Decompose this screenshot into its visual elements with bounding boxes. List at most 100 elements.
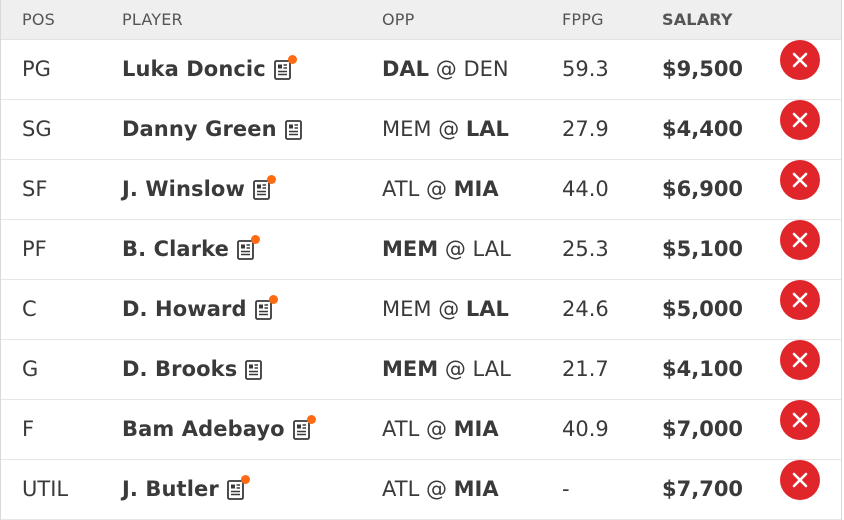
player-name-link[interactable]: B. Clarke <box>122 237 229 261</box>
table-body: PG Luka Doncic DAL @ DEN 59.3 $9,500 SG Danny … <box>1 39 841 520</box>
player-news-icon[interactable] <box>284 119 302 140</box>
home-team: MIA <box>453 477 499 501</box>
player-name-link[interactable]: Luka Doncic <box>122 57 266 81</box>
row-fppg: 59.3 <box>562 57 609 81</box>
away-team: MEM <box>382 117 432 141</box>
row-fppg: 27.9 <box>562 117 609 141</box>
row-player: Bam Adebayo <box>122 414 316 441</box>
row-salary: $6,900 <box>662 177 744 201</box>
remove-player-icon[interactable] <box>780 459 820 500</box>
remove-player-button[interactable] <box>780 99 820 140</box>
table-row[interactable]: UTIL J. Butler ATL @ MIA - $7,700 <box>1 459 841 520</box>
row-opponent: MEM @ LAL <box>382 359 511 380</box>
row-fppg: 25.3 <box>562 237 609 261</box>
col-header-salary[interactable]: SALARY <box>662 9 733 29</box>
remove-player-button[interactable] <box>780 339 820 380</box>
home-team: LAL <box>465 297 509 321</box>
row-player: Danny Green <box>122 119 302 140</box>
col-header-player[interactable]: PLAYER <box>122 9 183 29</box>
row-opponent: MEM @ LAL <box>382 239 511 260</box>
remove-player-icon[interactable] <box>780 39 820 80</box>
news-alert-dot-icon <box>240 474 250 484</box>
row-salary: $7,000 <box>662 417 744 441</box>
remove-player-button[interactable] <box>780 399 820 440</box>
home-team: MIA <box>453 177 499 201</box>
home-team: LAL <box>472 357 511 381</box>
player-name-link[interactable]: D. Brooks <box>122 357 238 381</box>
away-team: MEM <box>382 297 432 321</box>
row-player: Luka Doncic <box>122 54 297 81</box>
table-row[interactable]: PG Luka Doncic DAL @ DEN 59.3 $9,500 <box>1 39 841 100</box>
home-team: MIA <box>453 417 499 441</box>
row-pos: F <box>22 417 35 441</box>
remove-player-icon[interactable] <box>780 339 820 380</box>
at-symbol: @ <box>425 177 447 201</box>
away-team: MEM <box>382 237 439 261</box>
table-row[interactable]: G D. Brooks MEM @ LAL 21.7 $4,100 <box>1 339 841 400</box>
player-name-link[interactable]: J. Butler <box>122 477 219 501</box>
table-row[interactable]: SF J. Winslow ATL @ MIA 44.0 $6,900 <box>1 159 841 220</box>
row-opponent: MEM @ LAL <box>382 299 509 320</box>
remove-player-icon[interactable] <box>780 399 820 440</box>
row-fppg: 40.9 <box>562 417 609 441</box>
row-fppg: 21.7 <box>562 357 609 381</box>
remove-player-icon[interactable] <box>780 279 820 320</box>
news-alert-dot-icon <box>287 54 297 64</box>
remove-player-icon[interactable] <box>780 159 820 200</box>
table-row[interactable]: F Bam Adebayo ATL @ MIA 40.9 $7,000 <box>1 399 841 460</box>
row-salary: $4,400 <box>662 117 744 141</box>
row-opponent: MEM @ LAL <box>382 119 509 140</box>
row-salary: $7,700 <box>662 477 744 501</box>
col-header-fppg[interactable]: FPPG <box>562 9 604 29</box>
remove-player-button[interactable] <box>780 39 820 80</box>
news-alert-dot-icon <box>268 294 278 304</box>
player-news-icon[interactable] <box>292 414 316 440</box>
row-salary: $5,000 <box>662 297 744 321</box>
table-row[interactable]: PF B. Clarke MEM @ LAL 25.3 $5,100 <box>1 219 841 280</box>
player-news-icon[interactable] <box>245 359 263 380</box>
at-symbol: @ <box>425 417 447 441</box>
player-news-icon[interactable] <box>273 54 297 80</box>
remove-player-icon[interactable] <box>780 219 820 260</box>
row-salary: $9,500 <box>662 57 744 81</box>
col-header-pos[interactable]: POS <box>22 9 55 29</box>
row-salary: $5,100 <box>662 237 744 261</box>
player-news-icon[interactable] <box>254 294 278 320</box>
table-header: POS PLAYER OPP FPPG SALARY <box>1 0 841 40</box>
remove-player-button[interactable] <box>780 159 820 200</box>
col-header-opp[interactable]: OPP <box>382 9 415 29</box>
table-row[interactable]: SG Danny Green MEM @ LAL 27.9 $4,400 <box>1 99 841 160</box>
remove-player-icon[interactable] <box>780 99 820 140</box>
row-fppg: 24.6 <box>562 297 609 321</box>
player-news-icon[interactable] <box>226 474 250 500</box>
news-alert-dot-icon <box>266 174 276 184</box>
table-row[interactable]: C D. Howard MEM @ LAL 24.6 $5,000 <box>1 279 841 340</box>
row-player: J. Butler <box>122 474 250 501</box>
news-alert-dot-icon <box>250 234 260 244</box>
news-alert-dot-icon <box>306 414 316 424</box>
player-name-link[interactable]: Danny Green <box>122 117 277 141</box>
row-pos: G <box>22 357 39 381</box>
row-pos: SF <box>22 177 48 201</box>
player-news-icon[interactable] <box>253 174 276 200</box>
player-news-icon[interactable] <box>237 234 260 260</box>
at-symbol: @ <box>444 237 466 261</box>
row-pos: UTIL <box>22 477 69 501</box>
player-name-link[interactable]: J. Winslow <box>122 177 245 201</box>
at-symbol: @ <box>438 297 460 321</box>
at-symbol: @ <box>425 477 447 501</box>
remove-player-button[interactable] <box>780 459 820 500</box>
row-pos: PF <box>22 237 47 261</box>
home-team: LAL <box>472 237 511 261</box>
remove-player-button[interactable] <box>780 279 820 320</box>
remove-player-button[interactable] <box>780 219 820 260</box>
row-player: B. Clarke <box>122 234 260 261</box>
row-fppg: - <box>562 477 570 501</box>
row-player: D. Brooks <box>122 357 263 381</box>
row-pos: C <box>22 297 37 321</box>
row-pos: PG <box>22 57 51 81</box>
away-team: ATL <box>382 177 420 201</box>
player-name-link[interactable]: Bam Adebayo <box>122 417 285 441</box>
player-name-link[interactable]: D. Howard <box>122 297 247 321</box>
